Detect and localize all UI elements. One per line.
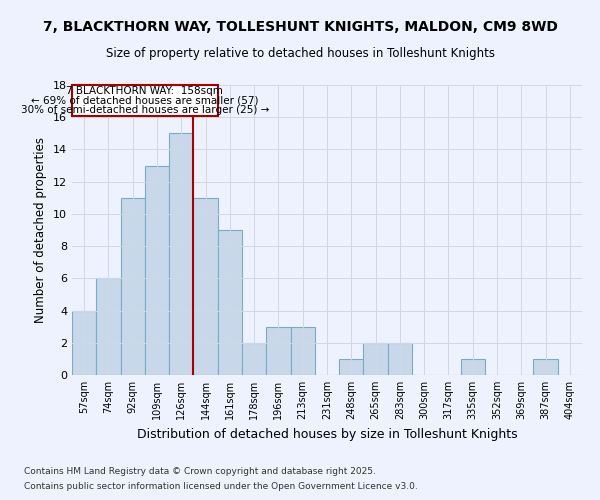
Bar bbox=[364, 343, 388, 375]
Bar bbox=[290, 326, 315, 375]
Bar bbox=[72, 310, 96, 375]
Bar bbox=[121, 198, 145, 375]
Bar bbox=[266, 326, 290, 375]
Bar bbox=[218, 230, 242, 375]
Text: 7 BLACKTHORN WAY:  158sqm: 7 BLACKTHORN WAY: 158sqm bbox=[67, 86, 223, 96]
Y-axis label: Number of detached properties: Number of detached properties bbox=[34, 137, 47, 323]
Bar bbox=[96, 278, 121, 375]
Text: Contains public sector information licensed under the Open Government Licence v3: Contains public sector information licen… bbox=[24, 482, 418, 491]
Bar bbox=[145, 166, 169, 375]
Text: ← 69% of detached houses are smaller (57): ← 69% of detached houses are smaller (57… bbox=[31, 96, 259, 106]
Bar bbox=[339, 359, 364, 375]
Text: Contains HM Land Registry data © Crown copyright and database right 2025.: Contains HM Land Registry data © Crown c… bbox=[24, 467, 376, 476]
Bar bbox=[388, 343, 412, 375]
Bar bbox=[461, 359, 485, 375]
Text: Size of property relative to detached houses in Tolleshunt Knights: Size of property relative to detached ho… bbox=[106, 48, 494, 60]
Bar bbox=[169, 134, 193, 375]
Text: 7, BLACKTHORN WAY, TOLLESHUNT KNIGHTS, MALDON, CM9 8WD: 7, BLACKTHORN WAY, TOLLESHUNT KNIGHTS, M… bbox=[43, 20, 557, 34]
Bar bbox=[533, 359, 558, 375]
X-axis label: Distribution of detached houses by size in Tolleshunt Knights: Distribution of detached houses by size … bbox=[137, 428, 517, 440]
Bar bbox=[242, 343, 266, 375]
Text: 30% of semi-detached houses are larger (25) →: 30% of semi-detached houses are larger (… bbox=[20, 105, 269, 115]
FancyBboxPatch shape bbox=[72, 85, 218, 116]
Bar bbox=[193, 198, 218, 375]
